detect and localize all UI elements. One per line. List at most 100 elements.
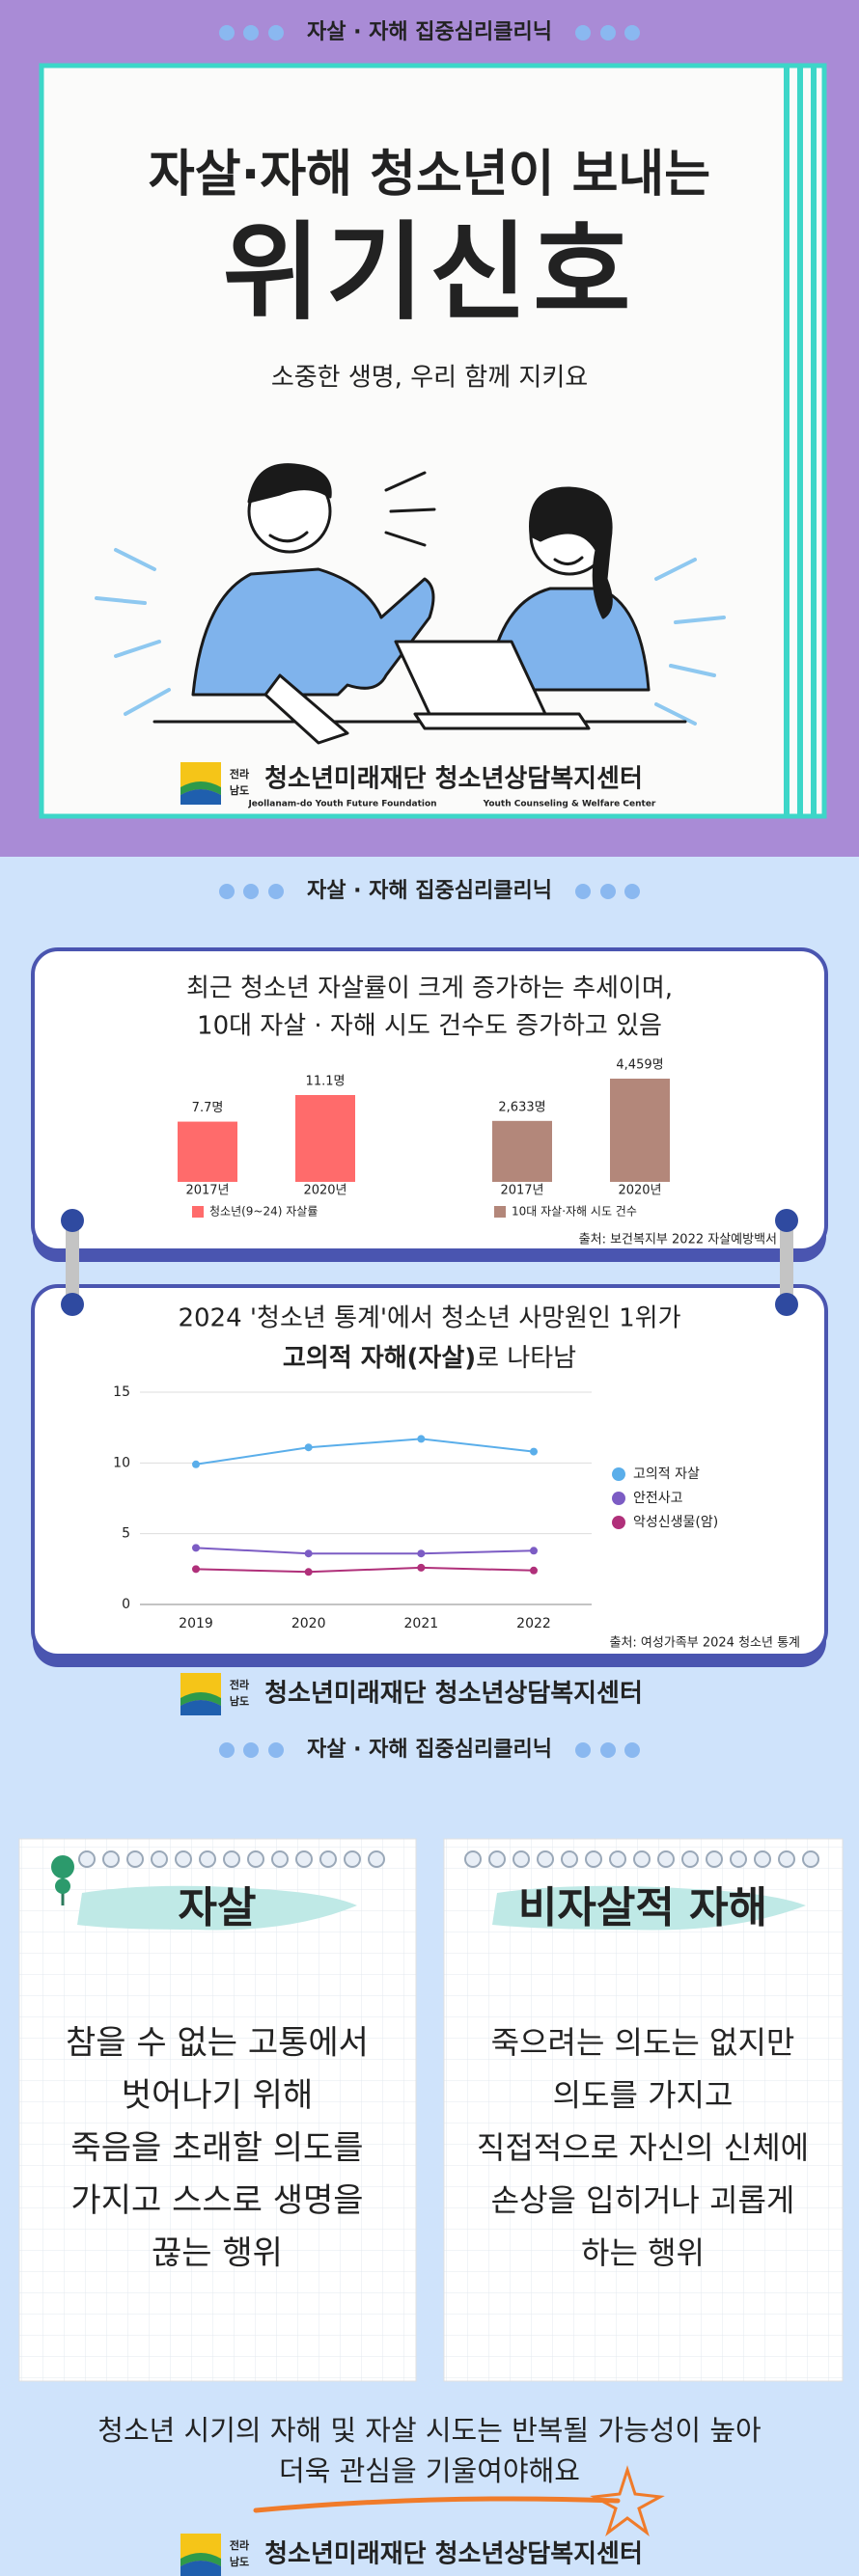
note-hole xyxy=(802,1850,819,1868)
logo-emblem xyxy=(180,1692,221,1706)
logo-emblem xyxy=(180,781,221,795)
note-hole xyxy=(754,1850,771,1868)
line xyxy=(195,1438,535,1466)
pin xyxy=(51,1855,74,1905)
banner-dot xyxy=(219,25,235,41)
logo-emblem xyxy=(180,2561,221,2576)
bar-value-label: 4,459명 xyxy=(616,1058,663,1073)
point xyxy=(417,1549,426,1558)
legend-marker xyxy=(612,1492,625,1505)
x-tick-label: 2020년 xyxy=(618,1184,661,1198)
note-hole xyxy=(730,1850,747,1868)
logo-english: Youth Counseling & Welfare Center xyxy=(483,800,656,809)
logo-emblem xyxy=(180,789,221,805)
banner-text: 자살 · 자해 집중심리클리닉 xyxy=(307,20,552,44)
point xyxy=(417,1563,426,1572)
note-hole xyxy=(513,1850,530,1868)
point xyxy=(304,1568,313,1576)
poster-subtitle: 소중한 생명, 우리 함께 지키요 xyxy=(271,364,588,393)
point xyxy=(530,1566,538,1575)
card-line: 벗어나기 위해 xyxy=(122,2076,314,2115)
legend-swatch xyxy=(494,1206,506,1218)
card-line: 의도를 가지고 xyxy=(553,2077,734,2114)
banner-dot xyxy=(268,1742,284,1758)
source: 출처: 여성가족부 2024 청소년 통계 xyxy=(609,1636,800,1651)
card-text: 2024 '청소년 통계'에서 청소년 사망원인 1위가 xyxy=(178,1304,680,1333)
card-line: 죽음을 초래할 의도를 xyxy=(70,2129,363,2168)
note-hole xyxy=(126,1850,144,1868)
logo-region: 전라 xyxy=(230,2538,250,2552)
bar xyxy=(492,1120,552,1182)
note-hole xyxy=(681,1850,699,1868)
banner-dot xyxy=(575,884,591,899)
banner-text: 자살 · 자해 집중심리클리닉 xyxy=(307,879,552,903)
note-hole xyxy=(778,1850,795,1868)
point xyxy=(417,1435,426,1443)
note-hole xyxy=(488,1850,506,1868)
logo-region: 남도 xyxy=(230,2556,249,2568)
banner-dot xyxy=(624,1742,640,1758)
note-hole xyxy=(368,1850,385,1868)
teal-stripes xyxy=(784,66,817,816)
logo-english: Jeollanam-do Youth Future Foundation xyxy=(247,800,436,809)
banner-dot xyxy=(268,25,284,41)
closing-text: 더욱 관심을 기울여야해요 xyxy=(279,2454,580,2487)
banner-dot xyxy=(575,25,591,41)
note-hole xyxy=(175,1850,192,1868)
stats-card xyxy=(31,1284,828,1658)
y-tick-label: 10 xyxy=(113,1455,130,1470)
logo-region: 남도 xyxy=(230,1695,249,1708)
note-hole xyxy=(585,1850,602,1868)
note-hole xyxy=(223,1850,240,1868)
source: 출처: 보건복지부 2022 자살예방백서 xyxy=(579,1233,777,1247)
note-hole xyxy=(319,1850,337,1868)
x-tick-label: 2022 xyxy=(516,1616,551,1631)
card-title: 자살 xyxy=(179,1883,257,1932)
line xyxy=(195,1547,535,1555)
card-line: 손상을 입히거나 괴롭게 xyxy=(491,2182,795,2219)
bar xyxy=(610,1079,670,1182)
y-tick-label: 5 xyxy=(122,1526,130,1542)
banner-dot xyxy=(243,25,259,41)
banner-dot xyxy=(575,1742,591,1758)
x-tick-label: 2017년 xyxy=(500,1184,543,1198)
bar xyxy=(295,1095,355,1182)
card-line: 하는 행위 xyxy=(581,2234,705,2271)
note-hole xyxy=(537,1850,554,1868)
note-hole xyxy=(151,1850,168,1868)
note-hole xyxy=(78,1850,96,1868)
y-tick-label: 0 xyxy=(122,1597,130,1612)
point xyxy=(192,1460,200,1468)
legend-label: 청소년(9~24) 자살률 xyxy=(209,1205,318,1219)
note-holes xyxy=(78,1850,819,1868)
binder-rings xyxy=(61,1209,798,1316)
logo-name: 청소년미래재단 청소년상담복지센터 xyxy=(264,2540,643,2569)
banner-dot xyxy=(243,1742,259,1758)
y-tick-label: 15 xyxy=(113,1384,130,1400)
banner-dot xyxy=(268,884,284,899)
banner-dot xyxy=(219,884,235,899)
line xyxy=(195,1566,535,1574)
banner-dot xyxy=(624,25,640,41)
logo-emblem xyxy=(180,2553,221,2566)
legend-swatch xyxy=(192,1206,204,1218)
logo-name: 청소년미래재단 청소년상담복지센터 xyxy=(264,1680,643,1709)
note-hole xyxy=(199,1850,216,1868)
card-line: 참을 수 없는 고통에서 xyxy=(66,2024,369,2063)
card-line: 죽으려는 의도는 없지만 xyxy=(491,2024,795,2061)
bold-text: 고의적 자해(자살) xyxy=(283,1344,476,1373)
legend-label: 안전사고 xyxy=(633,1491,683,1506)
legend-label: 악성신생물(암) xyxy=(633,1515,718,1530)
poster-title-main: 위기신호 xyxy=(223,210,637,334)
note-hole xyxy=(271,1850,289,1868)
title-highlight xyxy=(77,1885,357,1931)
underline xyxy=(253,2496,621,2513)
note-hole xyxy=(561,1850,578,1868)
point xyxy=(192,1565,200,1574)
x-tick-label: 2019 xyxy=(179,1616,213,1631)
point xyxy=(304,1443,313,1452)
point xyxy=(192,1544,200,1552)
poster-title: 자살·자해 청소년이 보내는 xyxy=(149,146,710,204)
logo-emblem xyxy=(180,1700,221,1715)
text: 로 나타남 xyxy=(476,1344,576,1373)
